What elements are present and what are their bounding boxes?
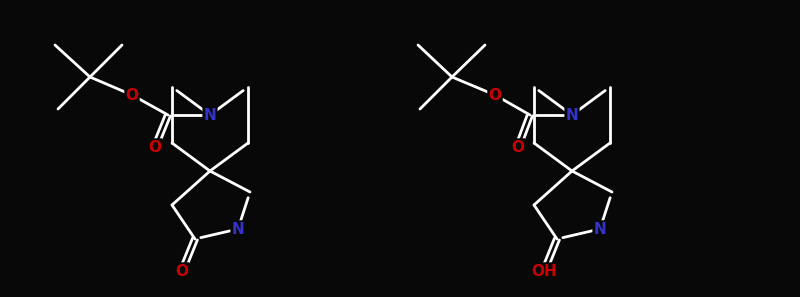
Text: O: O bbox=[489, 88, 502, 102]
Text: N: N bbox=[232, 222, 244, 236]
Text: O: O bbox=[511, 140, 525, 154]
Text: N: N bbox=[594, 222, 606, 236]
Text: OH: OH bbox=[531, 263, 557, 279]
Text: O: O bbox=[149, 140, 162, 154]
Text: N: N bbox=[204, 108, 216, 122]
Text: N: N bbox=[566, 108, 578, 122]
Text: O: O bbox=[126, 88, 138, 102]
Text: O: O bbox=[175, 263, 189, 279]
